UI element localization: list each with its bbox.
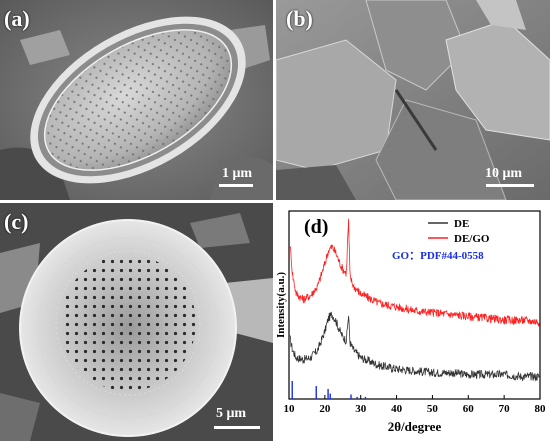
panel-a-scale-bar: [219, 184, 253, 187]
panel-b-label: (b): [286, 6, 313, 31]
xrd-chart-svg: 10 20 30 40 50 60 70 80 (d) 2θ/degree Intensity…: [276, 210, 547, 434]
panel-c-label: (c): [4, 209, 29, 234]
panel-d-xrd-chart: 10 20 30 40 50 60 70 80 (d) 2θ/degree Intensity…: [276, 203, 550, 441]
panel-a-scale-text: 1 μm: [222, 166, 253, 181]
x-tick-label-30: 30: [355, 403, 367, 415]
x-tick-label-20: 20: [319, 403, 331, 415]
x-tick-label-60: 60: [463, 403, 475, 415]
legend-label-de-go: DE/GO: [454, 233, 490, 245]
plot-frame: [288, 210, 541, 400]
x-tick-label-40: 40: [391, 403, 403, 415]
panel-c-scale-bar: [214, 426, 260, 429]
panel-a-sem-image: (a) 1 μm: [0, 0, 273, 200]
panel-d-label: (d): [304, 216, 328, 238]
legend: DE DE/GO GO：PDF#44-0558: [392, 218, 490, 262]
series-line-de-go: [289, 218, 540, 327]
y-axis-label: Intensity(a.u.): [276, 272, 287, 338]
legend-label-de: DE: [454, 218, 469, 230]
x-tick-label-10: 10: [284, 403, 296, 415]
panel-b-sem-image: (b) 10 μm: [276, 0, 550, 200]
panel-a-label: (a): [4, 6, 30, 31]
panel-b-scale-text: 10 μm: [485, 166, 523, 181]
series-line-de: [289, 311, 540, 382]
panel-c-sem-image: (c) 5 μm: [0, 203, 273, 441]
panel-b-scale-bar: [486, 184, 534, 187]
diatom-circular-micrograph: [0, 203, 273, 441]
x-tick-label-50: 50: [427, 403, 439, 415]
x-tick-label-80: 80: [535, 403, 547, 415]
panel-c-scale-text: 5 μm: [216, 406, 247, 421]
x-axis-label: 2θ/degree: [388, 419, 442, 434]
x-tick-label-70: 70: [499, 403, 511, 415]
legend-label-reference: GO：PDF#44-0558: [392, 250, 484, 262]
graphene-oxide-sheets-micrograph: [276, 0, 550, 200]
diatom-ellipse-micrograph: [0, 0, 273, 200]
